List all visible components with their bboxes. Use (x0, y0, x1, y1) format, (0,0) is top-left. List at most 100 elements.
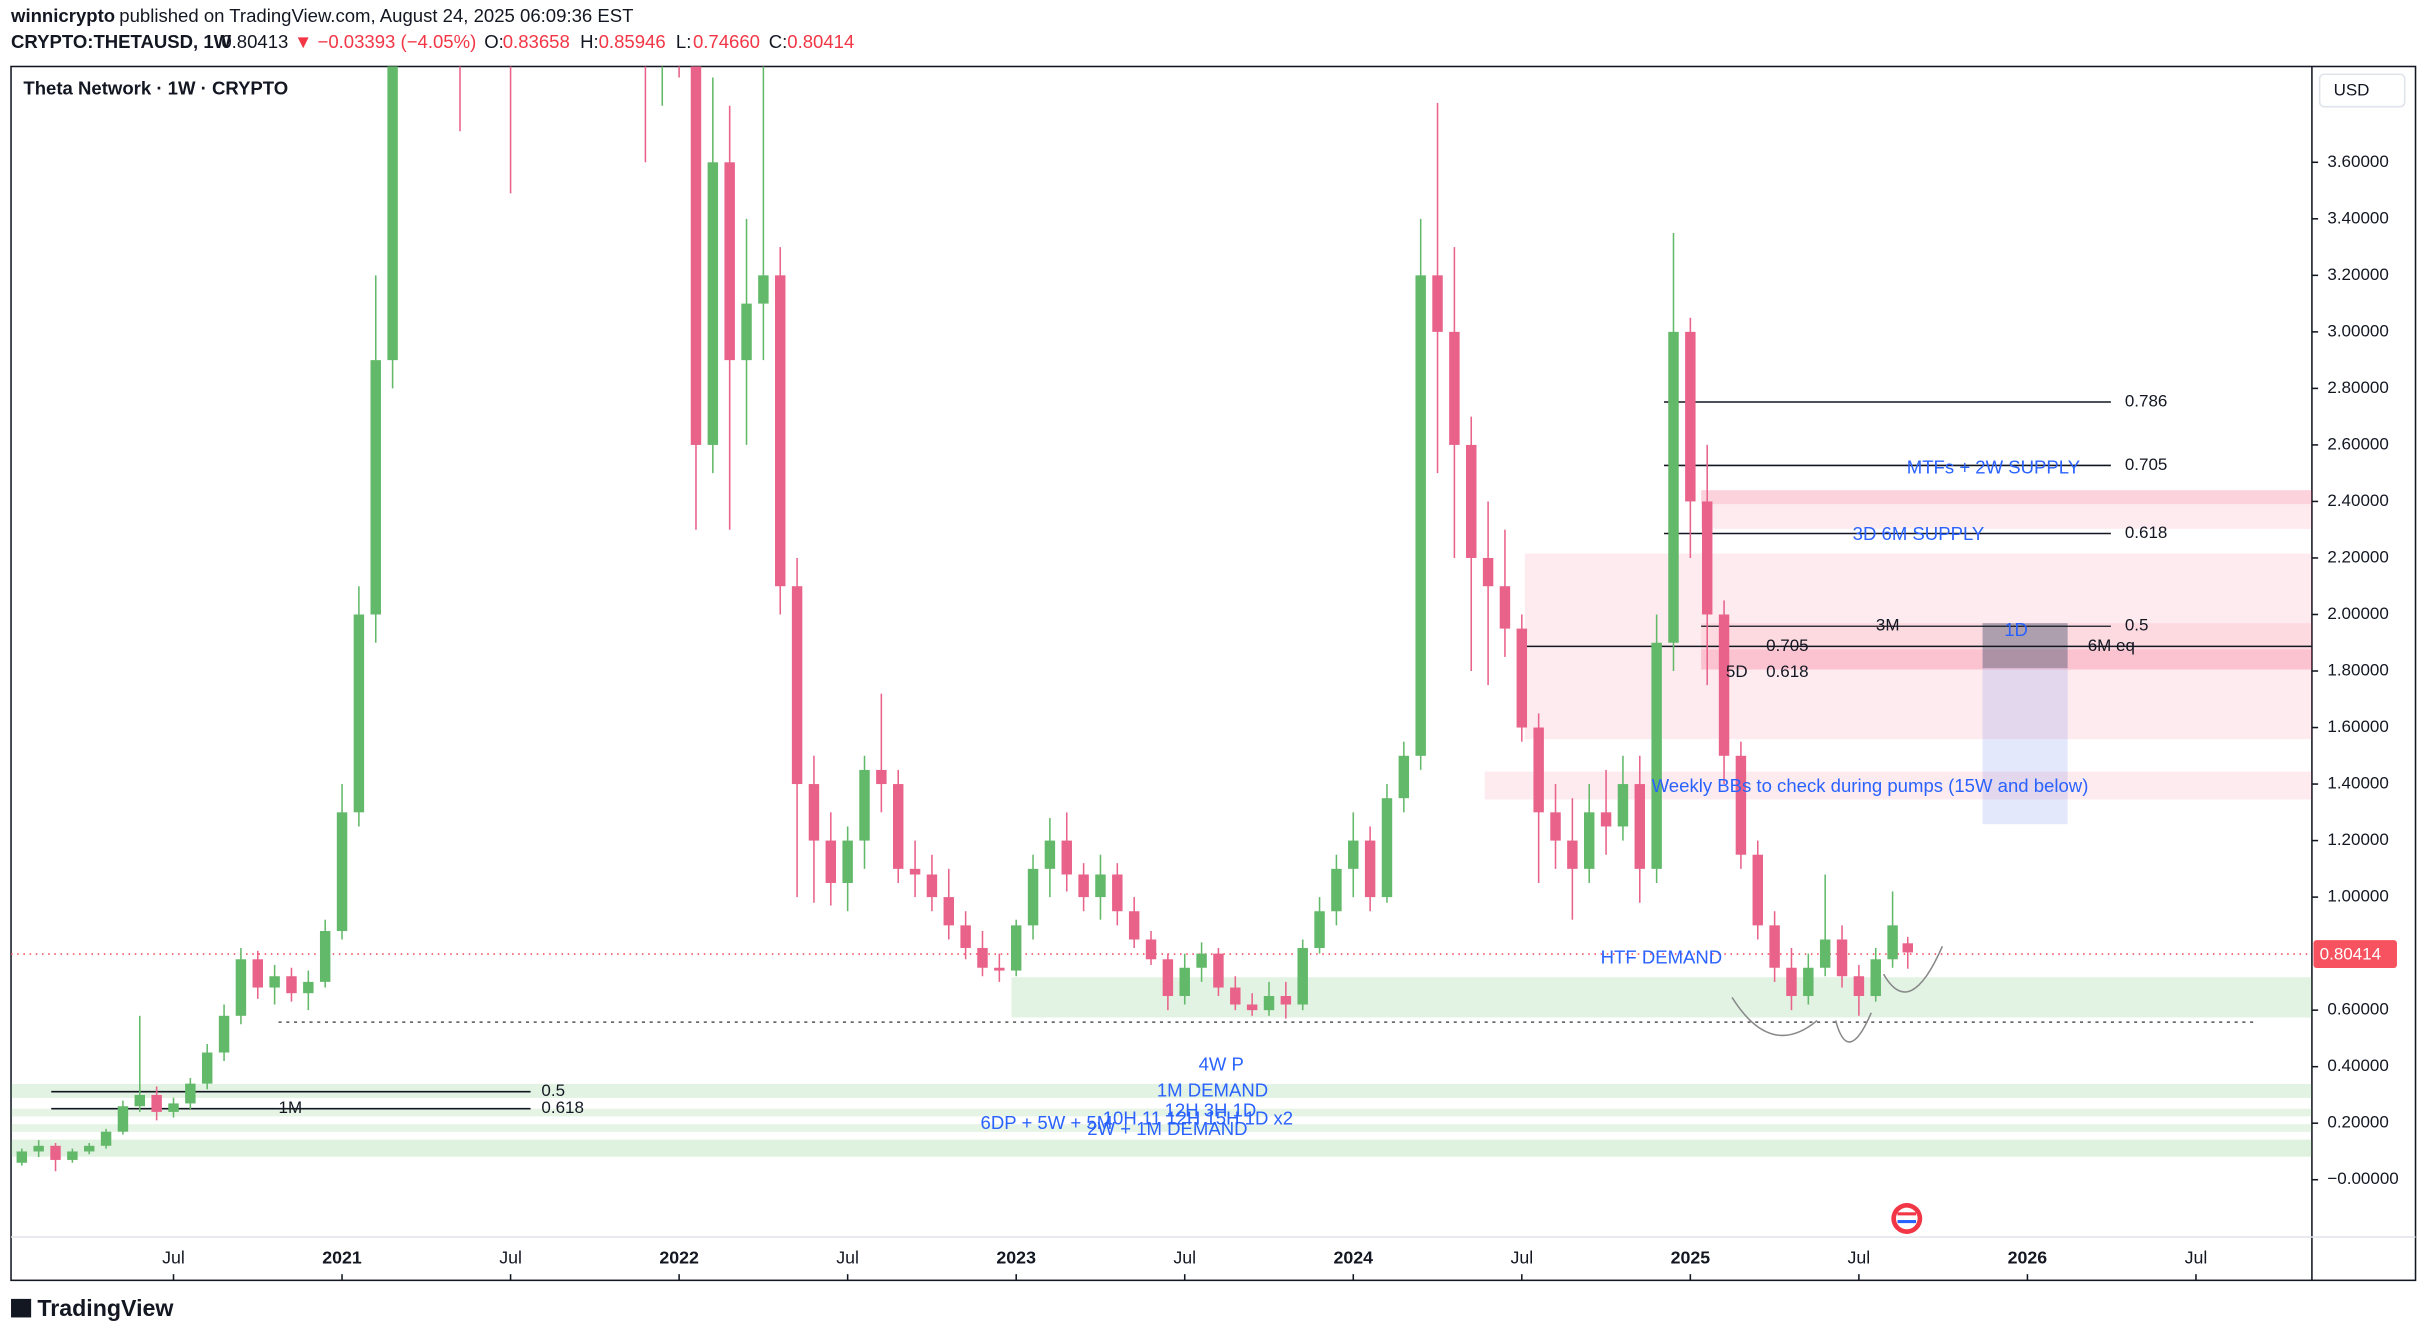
candle-body (100, 1131, 112, 1146)
y-tick-label: 0.60000 (2327, 1000, 2388, 1019)
candles (16, 66, 1913, 1172)
candle-body (1027, 868, 1039, 926)
y-tick-label: 3.20000 (2327, 265, 2388, 284)
candle-body (1651, 642, 1662, 869)
supply-zone (1701, 504, 2312, 529)
candle-body (707, 162, 719, 445)
candle-body (1701, 501, 1713, 615)
annotation: 3D 6M SUPPLY (1853, 523, 1985, 544)
candle-body (724, 162, 735, 361)
candle-body (1482, 557, 1494, 587)
candle-body (151, 1094, 162, 1112)
candle-body (303, 981, 314, 994)
brand: TradingView (37, 1295, 174, 1321)
published-info: published on TradingView.com, August 24,… (119, 5, 633, 26)
candle-body (67, 1151, 78, 1160)
demand-zone (11, 1139, 2312, 1157)
candle-body (1902, 943, 1913, 953)
x-tick-label: 2021 (322, 1247, 362, 1267)
last-price-label: 0.80414 (2320, 944, 2381, 963)
chart-title: Theta Network · 1W · CRYPTO (23, 78, 288, 99)
candle-body (1280, 996, 1292, 1005)
flag-stripe (1897, 1212, 1917, 1216)
x-tick-label: Jul (162, 1247, 185, 1267)
flag-stripe (1897, 1220, 1917, 1224)
y-tick-label: 1.20000 (2327, 830, 2388, 849)
price-change: ▼ −0.03393 (−4.05%) (294, 31, 476, 52)
candle-body (1887, 925, 1898, 960)
x-tick-label: Jul (836, 1247, 859, 1267)
pattern-arc (1882, 946, 1944, 993)
annotation: 10H 11 12H 15H 1D x2 (1103, 1107, 1293, 1128)
candle-body (1348, 840, 1359, 869)
candle-body (1398, 755, 1410, 799)
x-tick-label: Jul (1510, 1247, 1533, 1267)
symbol: CRYPTO:THETAUSD, 1W (11, 31, 232, 52)
y-tick-label: 1.00000 (2327, 887, 2388, 906)
candle-body (1196, 953, 1207, 968)
annotation: 1M (279, 1098, 303, 1117)
demand-zone (11, 1124, 2312, 1132)
candle-body (269, 976, 280, 988)
candle-body (1112, 874, 1123, 912)
y-tick-label: 1.80000 (2327, 660, 2388, 679)
low-label: L: (676, 31, 691, 52)
open-value: 0.83658 (503, 31, 570, 52)
annotation: 0.618 (1766, 662, 1809, 681)
y-tick-label: 2.40000 (2327, 491, 2388, 510)
x-tick-label: Jul (1848, 1247, 1871, 1267)
candle-body (1449, 331, 1460, 445)
candle-body (252, 959, 263, 988)
currency-box[interactable] (2318, 73, 2406, 108)
candle-body (1162, 959, 1174, 997)
candle-body (1078, 874, 1089, 898)
high-value: 0.85946 (599, 31, 666, 52)
pattern-arc (1731, 996, 1818, 1037)
candle-body (1297, 947, 1308, 1005)
candle-body (1145, 939, 1157, 960)
annotation: 0.618 (541, 1098, 584, 1117)
candle-body (1836, 939, 1848, 977)
candle-body (1364, 840, 1376, 898)
candle-body (218, 1015, 230, 1053)
y-tick-label: 3.40000 (2327, 208, 2388, 227)
candle-body (909, 868, 921, 875)
x-tick-label: 2026 (2008, 1247, 2048, 1267)
y-tick-label: 0.20000 (2327, 1113, 2388, 1132)
candle-body (1634, 784, 1646, 869)
candle-body (1263, 996, 1275, 1011)
y-tick-label: 0.40000 (2327, 1056, 2388, 1075)
demand-zone (11, 1108, 2312, 1117)
candle-body (741, 303, 752, 361)
x-tick-label: 2024 (1334, 1247, 1374, 1267)
candle-body (1314, 911, 1325, 948)
y-tick-label: 2.60000 (2327, 434, 2388, 453)
candle-body (1499, 586, 1511, 629)
event-flag-inner (1895, 1207, 1918, 1230)
candle-body (1516, 628, 1528, 728)
supply-zone (1701, 623, 2312, 650)
publisher: winnicrypto (10, 5, 115, 26)
candle-body (758, 275, 769, 304)
chart-frame (10, 65, 2417, 1282)
candle-body (1819, 939, 1831, 968)
annotation: 0.705 (1766, 636, 1809, 655)
y-tick-label: 1.60000 (2327, 717, 2388, 736)
candle-body (892, 784, 904, 869)
candle-body (943, 897, 955, 926)
annotation: 1M DEMAND (1157, 1080, 1268, 1101)
annotations: 0.786 0.705 MTFs + 2W SUPPLY 3D 6M SUPPLY 0.… (279, 392, 2168, 1140)
projection-box (1982, 623, 2068, 825)
candle-body (1095, 874, 1106, 898)
candle-body (319, 931, 331, 982)
y-tick-label: 2.20000 (2327, 547, 2388, 566)
candle-body (808, 784, 820, 841)
candle-body (353, 614, 365, 813)
candle-body (1415, 275, 1426, 756)
annotation: 12H 3H 1D (1165, 1100, 1257, 1121)
supply-zone (1701, 490, 2312, 505)
candle-body (33, 1145, 44, 1152)
x-tick-label: 2022 (659, 1247, 699, 1267)
candle-body (1617, 784, 1629, 827)
high-label: H: (580, 31, 599, 52)
